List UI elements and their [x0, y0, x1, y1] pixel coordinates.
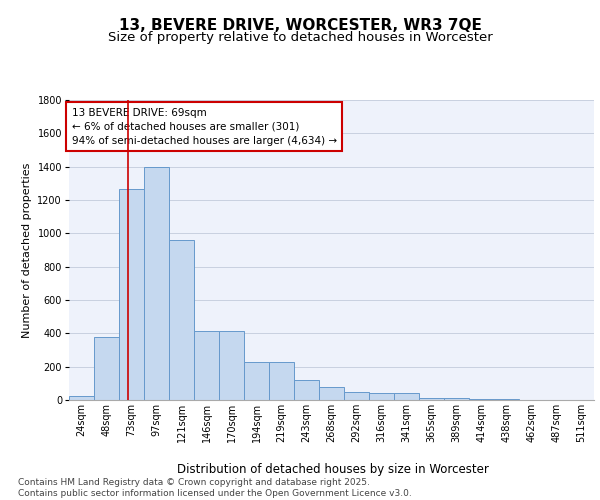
Text: 13, BEVERE DRIVE, WORCESTER, WR3 7QE: 13, BEVERE DRIVE, WORCESTER, WR3 7QE [119, 18, 481, 32]
Bar [194, 331, 219, 400]
Text: Size of property relative to detached houses in Worcester: Size of property relative to detached ho… [107, 31, 493, 44]
Text: Distribution of detached houses by size in Worcester: Distribution of detached houses by size … [177, 462, 489, 475]
Text: 13 BEVERE DRIVE: 69sqm
← 6% of detached houses are smaller (301)
94% of semi-det: 13 BEVERE DRIVE: 69sqm ← 6% of detached … [71, 108, 337, 146]
Bar [344, 392, 369, 400]
Bar [419, 398, 444, 400]
Bar [369, 394, 394, 400]
Bar [144, 166, 169, 400]
Bar [244, 362, 269, 400]
Bar [219, 331, 244, 400]
Text: Contains HM Land Registry data © Crown copyright and database right 2025.
Contai: Contains HM Land Registry data © Crown c… [18, 478, 412, 498]
Bar [269, 362, 294, 400]
Bar [69, 396, 94, 400]
Bar [394, 394, 419, 400]
Bar [119, 189, 144, 400]
Y-axis label: Number of detached properties: Number of detached properties [22, 162, 32, 338]
Bar [494, 398, 519, 400]
Bar [469, 398, 494, 400]
Bar [444, 398, 469, 400]
Bar [294, 380, 319, 400]
Bar [169, 240, 194, 400]
Bar [319, 386, 344, 400]
Bar [94, 336, 119, 400]
